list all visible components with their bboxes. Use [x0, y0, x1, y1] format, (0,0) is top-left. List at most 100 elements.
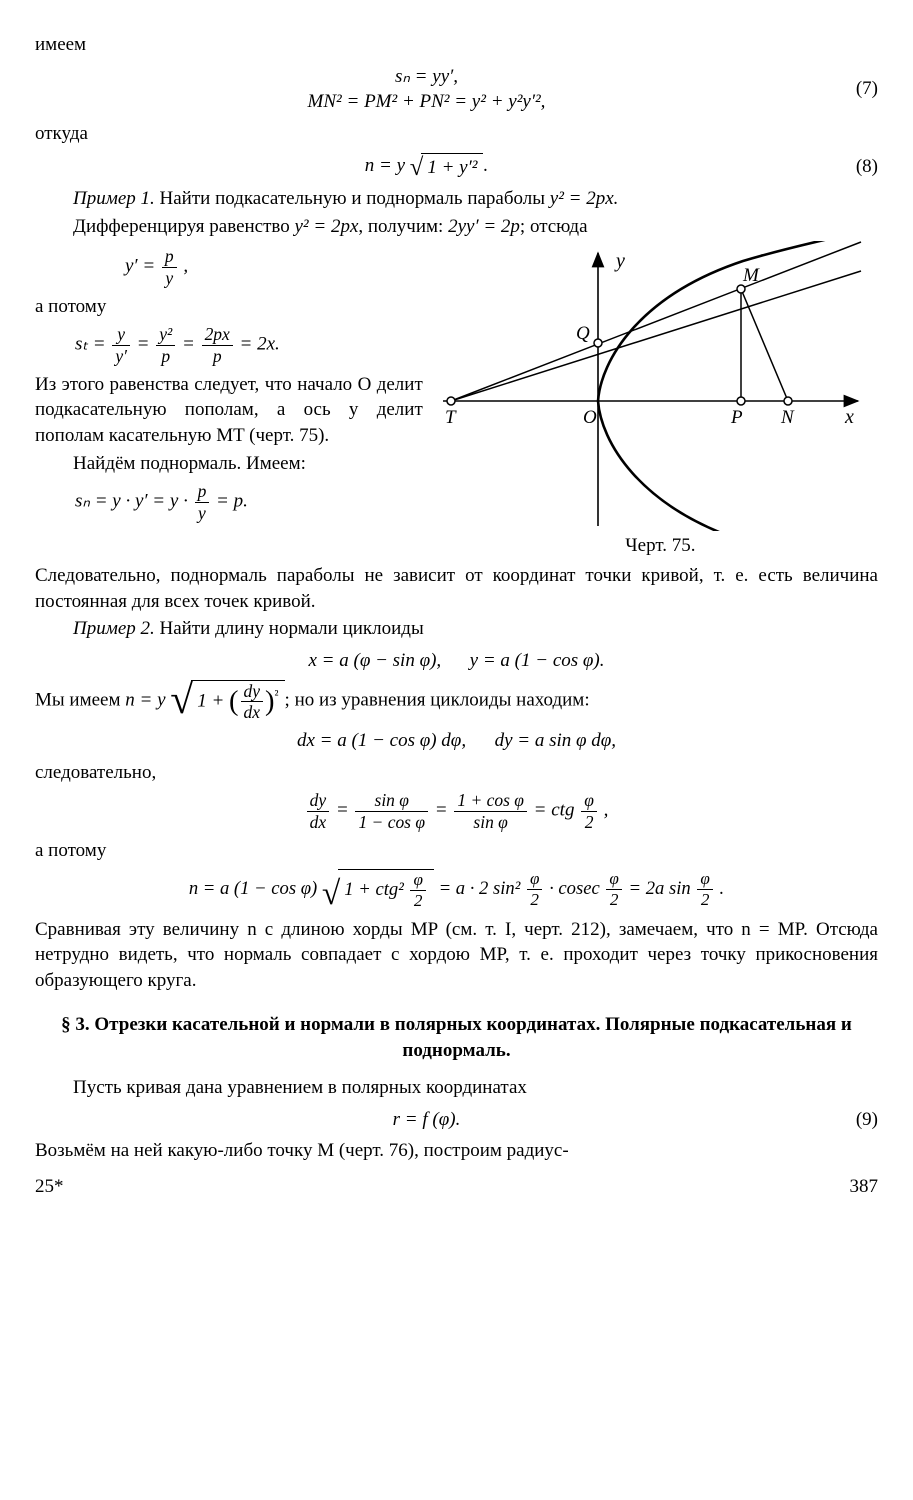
- tangent-line-1: [451, 242, 861, 401]
- st-f2d: p: [156, 346, 175, 366]
- chain-f4n: φ: [581, 791, 597, 811]
- pust-line: Пусть кривая дана уравнением в полярных …: [35, 1075, 878, 1101]
- primer1-line2a: Дифференцируя равенство: [73, 216, 295, 237]
- point-Q: [594, 339, 602, 347]
- n-final-mid2: · cosec: [549, 878, 604, 899]
- a-potomu-1: а потому: [35, 294, 423, 320]
- n-final-mid3: = 2a sin: [629, 878, 696, 899]
- cycloid-eq-body: x = a (φ − sin φ), y = a (1 − cos φ).: [35, 648, 878, 674]
- sn-pre: sₙ = y · y′ = y ·: [75, 491, 193, 512]
- parabola-upper: [598, 241, 863, 401]
- chain-f4d: 2: [581, 812, 597, 832]
- eq7b: MN² = PM² + PN² = y² + y²y′²,: [308, 91, 546, 112]
- two-column-block: y′ = py , а потому sₜ = yy′ = y²p = 2pxp…: [35, 241, 878, 561]
- equation-9: r = f (φ). (9): [35, 1107, 878, 1133]
- n-final-pre: n = a (1 − cos φ): [189, 878, 322, 899]
- dydx-chain: dydx = sin φ1 − cos φ = 1 + cos φsin φ =…: [35, 791, 878, 831]
- dx-dy-eq: dx = a (1 − cos φ) dφ, dy = a sin φ dφ,: [35, 728, 878, 754]
- primer1-line2b: , получим:: [358, 216, 448, 237]
- st-pre: sₜ =: [75, 334, 110, 355]
- cycloid-eq: x = a (φ − sin φ), y = a (1 − cos φ).: [35, 648, 878, 674]
- label-y-axis: y: [614, 250, 625, 272]
- nf-f4d: 2: [697, 890, 712, 910]
- primer1-eq2: y² = 2px: [295, 216, 359, 237]
- yprime-num: p: [162, 247, 177, 267]
- primer1-line2: Дифференцируя равенство y² = 2px, получи…: [35, 214, 878, 240]
- nf-f2d: 2: [527, 890, 542, 910]
- chain-f3n: 1 + cos φ: [454, 791, 527, 811]
- eq7a: sₙ = yy′,: [395, 66, 458, 87]
- sqrt-pow: ²: [275, 687, 279, 702]
- chain-f2d: 1 − cos φ: [355, 812, 428, 832]
- para-naydem: Найдём поднормаль. Имеем:: [35, 451, 423, 477]
- figure-75-caption: Черт. 75.: [443, 533, 878, 559]
- primer1-label: Пример 1.: [73, 188, 160, 209]
- point-M: [737, 285, 745, 293]
- n-eq-y: n = y: [125, 689, 170, 710]
- eq-sn: sₙ = y · y′ = y · py = p.: [75, 482, 423, 522]
- equation-8: n = y √ 1 + y′² . (8): [35, 153, 878, 181]
- n-final-dot: .: [720, 878, 725, 899]
- chain-f1d: dx: [307, 812, 330, 832]
- footer-right: 387: [850, 1174, 879, 1200]
- my-imeem: Мы имеем: [35, 689, 125, 710]
- line-MN: [741, 289, 788, 401]
- chain-f1n: dy: [307, 791, 330, 811]
- label-T: T: [445, 407, 457, 428]
- label-M: M: [742, 265, 760, 286]
- sqrt-icon-2: √: [170, 680, 193, 722]
- primer2-line: Пример 2. Найти длину нормали циклоиды: [35, 616, 878, 642]
- sn-end: = p.: [216, 491, 248, 512]
- nf-f4n: φ: [697, 870, 712, 890]
- label-P: P: [730, 407, 743, 428]
- nf-f3d: 2: [606, 890, 621, 910]
- n-final-mid: = a · 2 sin²: [439, 878, 525, 899]
- dydx-n: dy: [241, 682, 264, 702]
- label-O: O: [583, 407, 597, 428]
- point-T: [447, 397, 455, 405]
- my-imeem-line: Мы имеем n = y √ 1 + (dydx)² ; но из ура…: [35, 680, 878, 722]
- line-otkuda: откуда: [35, 121, 878, 147]
- dydx-d: dx: [241, 702, 264, 722]
- yprime-pre: y′ =: [125, 256, 160, 277]
- eq9-body: r = f (φ).: [35, 1107, 818, 1133]
- label-N: N: [780, 407, 795, 428]
- eq-st: sₜ = yy′ = y²p = 2pxp = 2x.: [75, 325, 423, 365]
- sravnivaya: Сравнивая эту величину n с длиною хорды …: [35, 917, 878, 994]
- sqrt-1plus: 1 +: [197, 690, 229, 711]
- st-f3n: 2px: [202, 325, 233, 345]
- eq8-dot: .: [483, 155, 488, 176]
- primer1-eq: y² = 2px.: [550, 188, 619, 209]
- nf-f1d: 2: [410, 891, 425, 911]
- eq9-number: (9): [818, 1107, 878, 1133]
- eq8-pre: n = y: [365, 155, 405, 176]
- st-f3d: p: [202, 346, 233, 366]
- para-sledovatelno: Следовательно, поднормаль параболы не за…: [35, 563, 878, 614]
- yprime-den: y: [162, 268, 177, 288]
- para-iz: Из этого равенства следует, что начало O…: [35, 372, 423, 449]
- primer1-line1: Пример 1. Найти подкасательную и поднорм…: [35, 186, 878, 212]
- n-final-sqrt: 1 + ctg²: [344, 879, 408, 900]
- eq8-number: (8): [818, 154, 878, 180]
- primer1-eq3: 2yy′ = 2p: [448, 216, 520, 237]
- primer1-text: Найти подкасательную и поднормаль парабо…: [160, 188, 550, 209]
- chain-end: = ctg: [534, 800, 580, 821]
- sn-fn: p: [195, 482, 210, 502]
- nf-f2n: φ: [527, 870, 542, 890]
- eq-yprime: y′ = py ,: [125, 247, 423, 287]
- nf-f3n: φ: [606, 870, 621, 890]
- st-f1n: y: [112, 325, 130, 345]
- sn-fd: y: [195, 503, 210, 523]
- st-end: = 2x.: [240, 334, 280, 355]
- chain-f2n: sin φ: [355, 791, 428, 811]
- primer2-text: Найти длину нормали циклоиды: [160, 618, 424, 639]
- nf-f1n: φ: [410, 871, 425, 891]
- eq8-body: 1 + y′²: [421, 153, 483, 181]
- yprime-comma: ,: [179, 256, 189, 277]
- primer2-label: Пример 2.: [73, 618, 160, 639]
- parabola-lower: [598, 401, 743, 531]
- point-N: [784, 397, 792, 405]
- sledovatelno-2: следовательно,: [35, 760, 878, 786]
- left-column: y′ = py , а потому sₜ = yy′ = y²p = 2pxp…: [35, 241, 423, 528]
- st-f1d: y′: [112, 346, 130, 366]
